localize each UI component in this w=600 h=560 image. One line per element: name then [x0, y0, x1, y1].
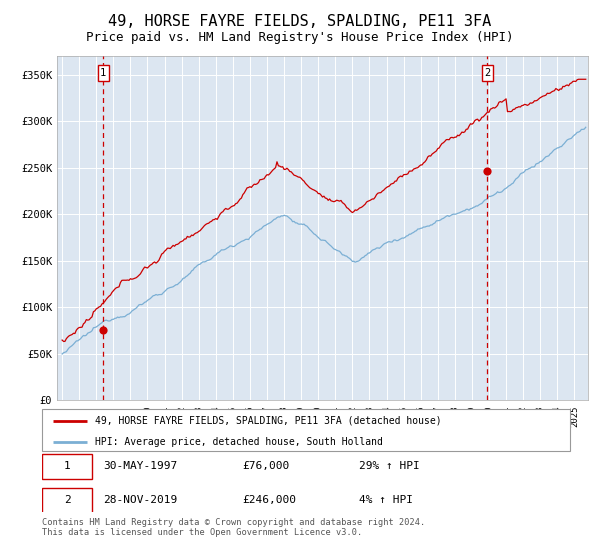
FancyBboxPatch shape	[42, 488, 92, 513]
Text: 29% ↑ HPI: 29% ↑ HPI	[359, 461, 419, 472]
Text: 1: 1	[100, 68, 106, 78]
Point	[482, 167, 492, 176]
Text: 49, HORSE FAYRE FIELDS, SPALDING, PE11 3FA: 49, HORSE FAYRE FIELDS, SPALDING, PE11 3…	[109, 14, 491, 29]
Text: HPI: Average price, detached house, South Holland: HPI: Average price, detached house, Sout…	[95, 437, 383, 446]
Text: £76,000: £76,000	[242, 461, 290, 472]
Text: 2: 2	[64, 495, 70, 505]
Text: Contains HM Land Registry data © Crown copyright and database right 2024.
This d: Contains HM Land Registry data © Crown c…	[42, 518, 425, 538]
FancyBboxPatch shape	[42, 454, 92, 479]
Text: £246,000: £246,000	[242, 495, 296, 505]
Text: 2: 2	[484, 68, 491, 78]
Point	[98, 325, 108, 334]
Text: 49, HORSE FAYRE FIELDS, SPALDING, PE11 3FA (detached house): 49, HORSE FAYRE FIELDS, SPALDING, PE11 3…	[95, 416, 442, 426]
Text: 1: 1	[64, 461, 70, 472]
Text: 30-MAY-1997: 30-MAY-1997	[103, 461, 177, 472]
Text: Price paid vs. HM Land Registry's House Price Index (HPI): Price paid vs. HM Land Registry's House …	[86, 31, 514, 44]
Text: 4% ↑ HPI: 4% ↑ HPI	[359, 495, 413, 505]
Text: 28-NOV-2019: 28-NOV-2019	[103, 495, 177, 505]
FancyBboxPatch shape	[42, 409, 570, 451]
